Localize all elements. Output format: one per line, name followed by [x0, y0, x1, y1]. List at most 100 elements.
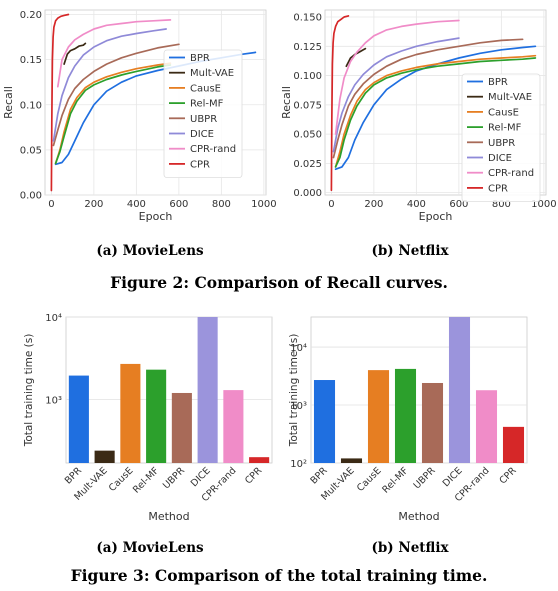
bar [502, 426, 525, 463]
subcaption-fig2-b: (b) Netflix [371, 243, 449, 259]
series-line [63, 42, 87, 65]
figure-3-caption: Figure 3: Comparison of the total traini… [70, 566, 488, 585]
x-tick-label: DICE [441, 465, 465, 489]
x-tick-label: 1000 [251, 199, 276, 210]
y-tick-label: 0.00 [20, 191, 42, 202]
series-line [334, 45, 537, 171]
y-axis-label: Total training time (s) [23, 334, 35, 448]
x-tick-label: 200 [364, 199, 383, 210]
series-line [54, 64, 172, 165]
y-tick-label: 10³ [290, 401, 307, 412]
y-tick-label: 10² [290, 459, 307, 470]
bar [313, 380, 336, 463]
y-tick-label: 0.05 [20, 145, 42, 156]
y-tick-label: 0.075 [293, 100, 322, 111]
legend-label: Rel-MF [488, 123, 522, 134]
bar [120, 363, 141, 463]
x-tick-label: 600 [169, 199, 188, 210]
series-line [334, 54, 537, 168]
series-line [56, 19, 172, 88]
x-tick-label: 0 [48, 199, 54, 210]
x-tick-label: CausE [107, 465, 136, 494]
legend-label: UBPR [488, 138, 515, 149]
y-tick-label: 0.10 [20, 100, 42, 111]
x-tick-label: CPR [243, 465, 264, 486]
y-tick-label: 0.20 [20, 10, 42, 21]
x-tick-label: CausE [355, 465, 384, 494]
x-tick-label: 400 [127, 199, 146, 210]
legend-label: DICE [488, 153, 512, 164]
x-tick-label: BPR [309, 465, 330, 486]
x-tick-label: 800 [492, 199, 511, 210]
series-line [332, 37, 460, 153]
y-axis-label: Total training time (s) [288, 334, 300, 448]
legend-box [163, 49, 243, 178]
bar [94, 450, 115, 463]
y-tick-label: 0.150 [293, 13, 322, 24]
series-line [330, 15, 350, 192]
series-line [52, 28, 167, 142]
recall-chart-movielens: 0 200 400 600 800 1000 0.00 0.05 0.10 0.15 0.20 Epo… [2, 9, 277, 223]
series-line [332, 38, 524, 159]
x-tick-label: 800 [212, 199, 231, 210]
x-tick-label: CPR [497, 465, 518, 486]
y-tick-label: 10³ [45, 396, 62, 407]
legend-label: CausE [190, 83, 221, 94]
y-tick-label: 0.100 [293, 71, 322, 82]
x-tick-label: UBPR [161, 465, 187, 491]
bar [367, 370, 390, 463]
bar [146, 369, 167, 463]
x-axis-label: Method [148, 510, 189, 523]
x-axis-label: Method [398, 510, 439, 523]
legend-label: CausE [488, 107, 519, 118]
legend-label: CPR [488, 183, 508, 194]
bar [249, 457, 270, 463]
legend-label: UBPR [190, 114, 217, 125]
bar [171, 392, 192, 463]
x-tick-label: 1000 [531, 199, 556, 210]
bar [421, 382, 444, 463]
bar [340, 458, 363, 463]
series-line [52, 43, 180, 147]
series-line [54, 62, 172, 165]
subcaption-fig2-a: (a) MovieLens [96, 243, 204, 259]
figure-2-caption: Figure 2: Comparison of Recall curves. [110, 273, 448, 292]
y-tick-label: 0.000 [293, 188, 322, 199]
y-tick-label: 0.125 [293, 42, 322, 53]
bar [475, 390, 498, 463]
x-tick-label: 600 [449, 199, 468, 210]
legend-label: Rel-MF [190, 99, 224, 110]
x-tick-label: 0 [328, 199, 334, 210]
legend-label: Mult-VAE [488, 92, 532, 103]
x-axis-label: Epoch [419, 210, 453, 223]
series-line [50, 13, 70, 192]
series-line [334, 19, 460, 135]
y-axis-label: Recall [280, 86, 293, 119]
x-tick-label: Rel-MF [131, 465, 161, 495]
y-tick-label: 0.050 [293, 130, 322, 141]
x-tick-label: BPR [63, 465, 84, 486]
recall-chart-netflix: 0 200 400 600 800 1000 0.000 0.025 0.050 0.075 0.1… [280, 9, 557, 223]
legend-label: CPR [190, 159, 210, 170]
bar [223, 390, 244, 463]
legend-label: BPR [488, 77, 508, 88]
legend-box [461, 73, 541, 202]
bar [68, 375, 89, 463]
bar [394, 368, 417, 463]
legend-label: BPR [190, 53, 210, 64]
x-tick-label: 200 [84, 199, 103, 210]
x-tick-label: UBPR [412, 465, 438, 491]
y-axis-label: Recall [2, 86, 15, 119]
legend-label: Mult-VAE [190, 68, 234, 79]
legend-label: CPR-rand [190, 144, 236, 155]
legend-label: CPR-rand [488, 168, 534, 179]
legend-label: DICE [190, 129, 214, 140]
subcaption-fig3-a: (a) MovieLens [96, 540, 204, 556]
bar [197, 317, 218, 463]
y-tick-label: 0.15 [20, 55, 42, 66]
x-tick-label: Rel-MF [380, 465, 410, 495]
y-tick-label: 0.025 [293, 159, 322, 170]
y-tick-label: 10⁴ [45, 313, 62, 324]
